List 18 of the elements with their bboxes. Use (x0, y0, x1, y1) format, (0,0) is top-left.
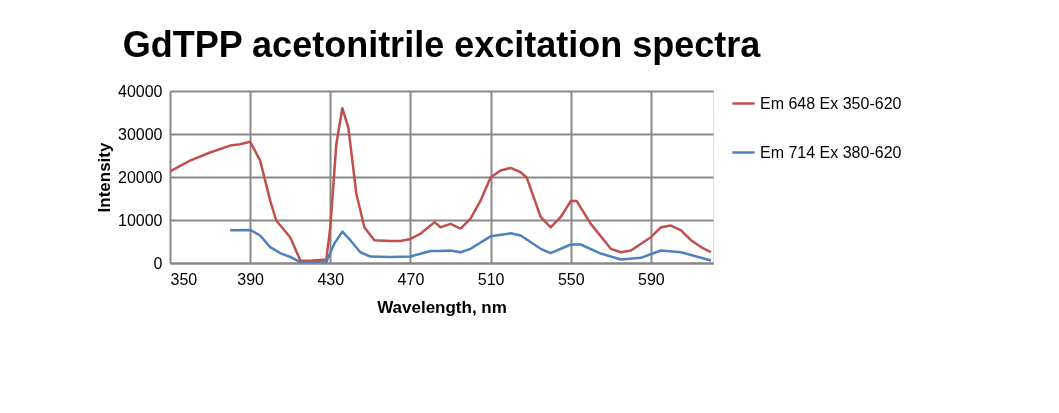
y-tick-label: 30000 (118, 125, 163, 143)
legend-label: Em 648 Ex 350-620 (760, 94, 902, 112)
x-tick-label: 390 (237, 270, 265, 288)
x-tick-label: 470 (397, 270, 425, 288)
x-tick-label: 350 (170, 270, 198, 288)
legend-label: Em 714 Ex 380-620 (760, 143, 902, 161)
chart-title: GdTPP acetonitrile excitation spectra (122, 24, 762, 65)
y-tick-label: 40000 (118, 82, 163, 100)
line-series (228, 228, 713, 263)
x-tick-label: 590 (638, 270, 665, 288)
x-tick-label: 550 (557, 270, 585, 288)
x-axis-title: Wavelength, nm (377, 297, 507, 317)
y-tick-label: 10000 (118, 211, 163, 229)
y-tick-label: 0 (153, 254, 163, 272)
y-axis-title: Intensity (95, 142, 115, 213)
y-tick-label: 20000 (118, 168, 163, 186)
x-tick-label: 430 (317, 270, 345, 288)
x-tick-label: 510 (477, 270, 505, 288)
